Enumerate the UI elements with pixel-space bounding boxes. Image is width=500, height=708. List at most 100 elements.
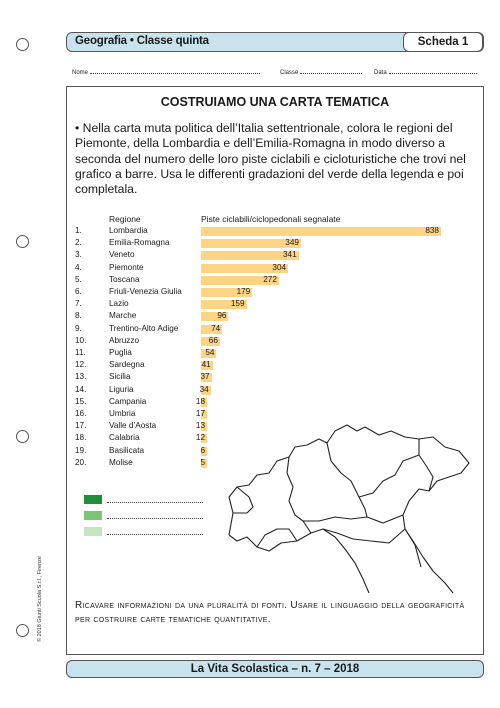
bar bbox=[201, 239, 301, 249]
bar-rank: 7. bbox=[75, 299, 82, 309]
scheda-label: Scheda 1 bbox=[403, 32, 483, 52]
classe-field[interactable]: Classe bbox=[280, 67, 363, 76]
bar-category-label: Lombardia bbox=[109, 226, 148, 235]
binder-hole-1 bbox=[16, 38, 29, 51]
worksheet-panel: COSTRUIAMO UNA CARTA TEMATICA • Nella ca… bbox=[66, 86, 484, 655]
bar-category-label: Sicilia bbox=[109, 372, 131, 382]
border-tuscany-marche bbox=[404, 528, 422, 568]
bar-value-label: 838 bbox=[425, 226, 439, 235]
bar-category-label: Molise bbox=[109, 457, 133, 467]
classe-line bbox=[300, 67, 363, 74]
bar-value-label: 6 bbox=[200, 445, 205, 455]
nome-label: Nome bbox=[72, 70, 89, 76]
binder-hole-3 bbox=[16, 430, 29, 443]
page-title: COSTRUIAMO UNA CARTA TEMATICA bbox=[160, 95, 390, 109]
bar-rank: 19. bbox=[75, 445, 87, 455]
bar-category-label: Piemonte bbox=[109, 262, 144, 272]
bar-value-label: 179 bbox=[236, 287, 251, 296]
map-outline bbox=[228, 424, 470, 594]
border-lombardia-trentino bbox=[326, 442, 360, 498]
region-column-header: Regione bbox=[109, 214, 141, 224]
bar-rank: 10. bbox=[75, 335, 87, 345]
bar-category-label: Liguria bbox=[109, 384, 134, 394]
bar-rank: 11. bbox=[75, 348, 86, 357]
bar bbox=[201, 263, 289, 273]
bar-rank: 1. bbox=[75, 226, 82, 235]
bar-rank: 18. bbox=[75, 433, 87, 443]
bar bbox=[201, 385, 211, 395]
bar bbox=[201, 373, 212, 383]
bar-value-label: 159 bbox=[230, 299, 245, 309]
instructions-text: • Nella carta muta politica dell’Italia … bbox=[75, 121, 466, 197]
bar bbox=[201, 446, 207, 456]
border-lombardia-veneto bbox=[358, 496, 368, 518]
bar-rank: 20. bbox=[75, 457, 87, 467]
bar-value-label: 96 bbox=[217, 311, 227, 321]
bar-category-label: Veneto bbox=[109, 250, 135, 260]
legend-swatch-medium-green bbox=[84, 511, 102, 520]
bar-value-label: 272 bbox=[263, 274, 277, 284]
border-emilia-toscana bbox=[322, 528, 406, 544]
bar-rank: 4. bbox=[75, 262, 82, 272]
bar-category-label: Trentino-Alto Adige bbox=[109, 323, 179, 333]
data-line bbox=[388, 67, 477, 74]
classe-label: Classe bbox=[280, 70, 299, 76]
bar-value-label: 74 bbox=[211, 323, 221, 333]
binder-hole-2 bbox=[16, 235, 29, 248]
legend-entry-line-1[interactable] bbox=[107, 495, 203, 503]
bar-category-label: Toscana bbox=[109, 274, 140, 284]
border-veneto-friuli bbox=[418, 454, 434, 492]
bar bbox=[201, 434, 207, 444]
bar bbox=[201, 361, 213, 371]
bar bbox=[201, 275, 279, 285]
bar-rank: 2. bbox=[75, 238, 82, 248]
bar bbox=[201, 336, 220, 346]
bar-category-label: Friuli-Venezia Giulia bbox=[109, 287, 182, 296]
footer-bar: La Vita Scolastica – n. 7 – 2018 bbox=[66, 660, 484, 678]
bar-value-label: 304 bbox=[272, 262, 287, 272]
copyright-text: © 2018 Giunti Scuola S.r.l., Firenze bbox=[37, 556, 43, 642]
bar-rank: 3. bbox=[75, 250, 82, 260]
bar-value-label: 5 bbox=[200, 457, 205, 467]
bar bbox=[201, 410, 207, 419]
bar-value-label: 37 bbox=[200, 372, 210, 382]
legend-swatch-light-green bbox=[84, 527, 102, 536]
bar-rank: 6. bbox=[75, 287, 82, 296]
bar-rank: 17. bbox=[75, 421, 87, 431]
bar-rank: 16. bbox=[75, 409, 87, 418]
data-label: Data bbox=[374, 70, 387, 76]
bar bbox=[201, 397, 207, 407]
nome-line bbox=[90, 67, 261, 74]
bar-value-label: 12 bbox=[195, 433, 205, 443]
bar-category-label: Emilia-Romagna bbox=[109, 238, 170, 248]
bar-value-label: 18 bbox=[195, 396, 205, 406]
bar-rank: 5. bbox=[75, 274, 82, 284]
legend-entry-line-3[interactable] bbox=[107, 527, 203, 535]
border-lombardia-emilia bbox=[303, 514, 404, 524]
bar-rank: 15. bbox=[75, 396, 87, 406]
objective-text: Ricavare informazioni da una pluralità d… bbox=[75, 600, 465, 625]
bar-value-label: 17 bbox=[195, 409, 205, 418]
bar-value-label: 13 bbox=[195, 421, 205, 431]
border-piemonte-liguria bbox=[256, 528, 298, 548]
bar-rank: 14. bbox=[75, 384, 87, 394]
bar-value-label: 341 bbox=[282, 250, 297, 260]
bar-category-label: Umbria bbox=[109, 409, 136, 418]
bar-category-label: Sardegna bbox=[109, 360, 145, 370]
bar bbox=[201, 251, 299, 261]
bar bbox=[201, 227, 441, 236]
data-field[interactable]: Data bbox=[374, 67, 477, 76]
bar-category-label: Abruzzo bbox=[109, 335, 140, 345]
bar-rank: 9. bbox=[75, 323, 82, 333]
value-column-header: Piste ciclabili/ciclopedonali segnalate bbox=[201, 214, 341, 224]
legend-entry-line-2[interactable] bbox=[107, 511, 203, 519]
bar-category-label: Campania bbox=[109, 396, 147, 406]
bar-category-label: Calabria bbox=[109, 433, 140, 443]
bar-value-label: 349 bbox=[285, 238, 299, 248]
bar-rank: 8. bbox=[75, 311, 82, 321]
northern-italy-blank-map[interactable] bbox=[223, 417, 475, 595]
bar bbox=[201, 288, 253, 297]
border-piemonte-lombardia bbox=[286, 456, 312, 534]
bar bbox=[201, 349, 217, 358]
nome-field[interactable]: Nome bbox=[72, 67, 261, 76]
